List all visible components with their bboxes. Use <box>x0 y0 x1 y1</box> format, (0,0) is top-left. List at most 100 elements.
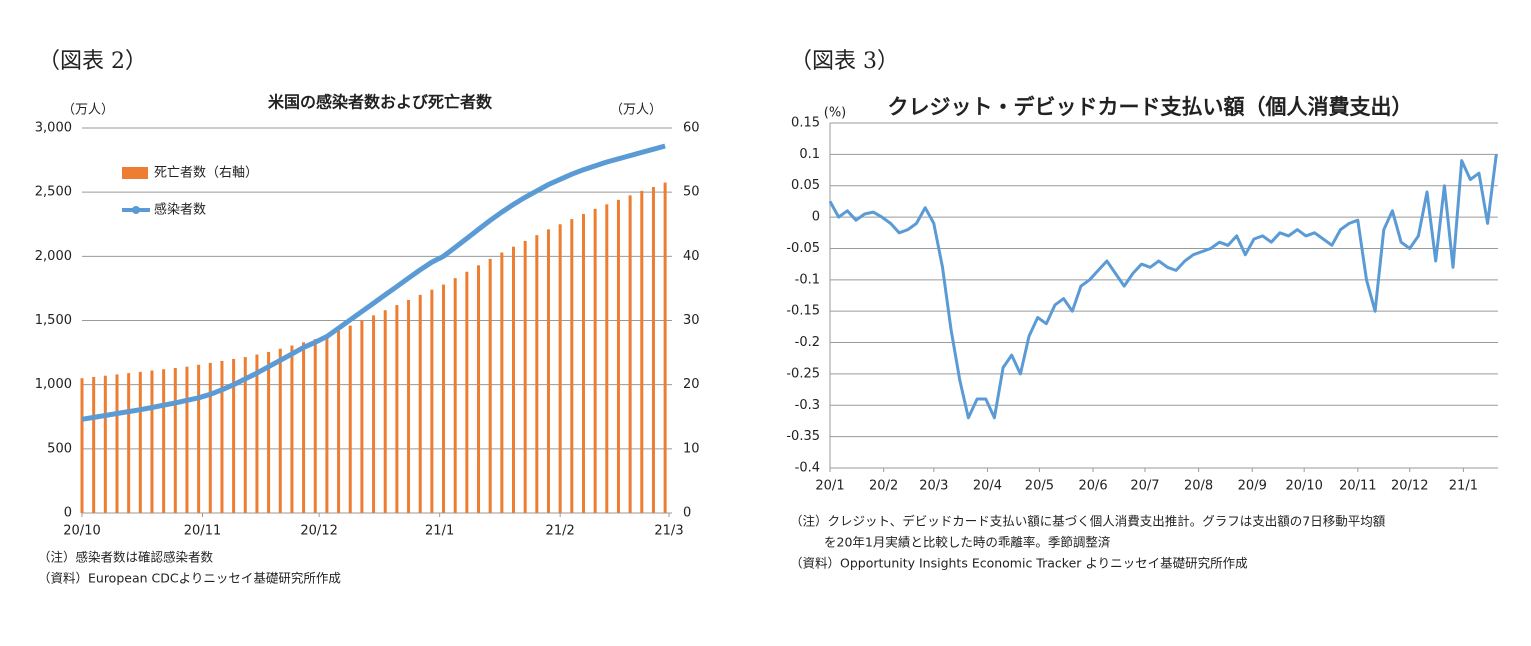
bar <box>197 364 201 513</box>
bar <box>325 335 329 513</box>
y-tick-label: -0.35 <box>786 429 820 444</box>
bar <box>92 376 96 513</box>
y-tick-label: -0.15 <box>786 304 820 319</box>
chart: （図表 2）米国の感染者数および死亡者数（万人） （万人）05001,0001,5… <box>35 49 700 586</box>
y-tick-label: -0.3 <box>795 398 820 413</box>
figure-label: （図表 3） <box>790 49 899 74</box>
bar <box>523 240 527 513</box>
bar <box>605 204 609 513</box>
bar <box>278 348 282 513</box>
line <box>81 143 666 422</box>
chart: （図表 3） クレジット・デビッドカード支払い額（個人消費支出） (%) 0.15 0.… <box>786 49 1498 571</box>
note: （資料）Opportunity Insights Economic Tracke… <box>790 556 1248 571</box>
note: （資料）European CDCよりニッセイ基礎研究所作成 <box>38 571 341 586</box>
y-tick-label: 500 <box>47 441 72 456</box>
bar <box>477 265 481 513</box>
legend-label: 感染者数 <box>154 202 206 218</box>
bar <box>220 360 224 513</box>
bar <box>593 208 597 513</box>
bar <box>383 310 387 513</box>
figure-label: （図表 2） <box>38 49 147 74</box>
bar <box>337 330 341 513</box>
bar <box>663 182 667 513</box>
x-tick-label: 21/1 <box>1449 479 1478 494</box>
x-tick-label: 20/6 <box>1078 479 1107 494</box>
note: を20年1月実績と比較した時の乖離率。季節調整済 <box>824 535 1111 550</box>
y2-axis-label: （万人） <box>610 103 662 118</box>
bar <box>80 378 84 513</box>
x-tick-label: 20/11 <box>184 524 221 539</box>
y-axis-label: (%) <box>824 106 847 121</box>
y2-tick-label: 20 <box>683 377 700 392</box>
bar <box>360 320 364 513</box>
y2-tick-label: 60 <box>683 121 700 136</box>
bar <box>535 235 539 514</box>
legend-marker <box>132 206 140 214</box>
bar <box>395 305 399 513</box>
bar <box>570 219 574 513</box>
bar <box>628 195 632 513</box>
x-tick-label: 20/2 <box>869 479 898 494</box>
x-tick-label: 21/1 <box>425 524 454 539</box>
note: （注）感染者数は確認感染者数 <box>38 550 214 565</box>
bar <box>488 258 492 513</box>
x-tick-label: 21/2 <box>546 524 575 539</box>
x-tick-label: 20/7 <box>1130 479 1159 494</box>
x-tick-label: 20/12 <box>1391 479 1428 494</box>
bar <box>127 373 131 513</box>
bar <box>115 374 119 513</box>
y-tick-label: -0.05 <box>786 241 820 256</box>
bar <box>138 371 142 513</box>
x-tick-label: 20/10 <box>1285 479 1322 494</box>
y-tick-label: -0.1 <box>795 272 820 287</box>
y-tick-label: 1,000 <box>35 377 72 392</box>
bar <box>232 359 236 513</box>
bar <box>302 342 306 513</box>
x-tick-label: 20/4 <box>973 479 1002 494</box>
y2-tick-label: 30 <box>683 313 700 328</box>
y-tick-label: 2,500 <box>35 185 72 200</box>
bar <box>465 271 469 513</box>
x-tick-label: 20/3 <box>919 479 948 494</box>
bar <box>558 224 562 513</box>
bar <box>348 325 352 513</box>
bar <box>150 370 154 513</box>
bar <box>162 369 166 513</box>
bar <box>616 199 620 513</box>
y-tick-label: 0.05 <box>791 178 820 193</box>
bar <box>407 299 411 513</box>
line <box>828 154 1498 420</box>
legend-swatch <box>122 167 148 179</box>
bar <box>173 367 177 513</box>
bar <box>243 357 247 513</box>
y-tick-label: 0.1 <box>799 147 820 162</box>
y-tick-label: 3,000 <box>35 121 72 136</box>
y-tick-label: -0.25 <box>786 366 820 381</box>
x-tick-label: 21/3 <box>654 524 683 539</box>
bar <box>453 278 457 513</box>
bar <box>442 284 446 513</box>
chart-title: 米国の感染者数および死亡者数 <box>268 93 493 112</box>
y-tick-label: 0 <box>812 210 820 225</box>
x-tick-label: 20/10 <box>63 524 100 539</box>
bar <box>185 366 189 513</box>
bar <box>651 187 655 514</box>
bar <box>255 354 259 513</box>
chart-title: クレジット・デビッドカード支払い額（個人消費支出） <box>888 95 1413 119</box>
bar <box>290 345 294 513</box>
y2-tick-label: 0 <box>683 506 691 521</box>
bar <box>512 246 516 514</box>
legend-label: 死亡者数（右軸） <box>154 166 258 181</box>
x-tick-label: 20/5 <box>1025 479 1054 494</box>
y-tick-label: 0 <box>64 506 72 521</box>
y-tick-label: 2,000 <box>35 249 72 264</box>
x-tick-label: 20/9 <box>1238 479 1267 494</box>
note: （注）クレジット、デビッドカード支払い額に基づく個人消費支出推計。グラフは支出額… <box>790 514 1386 529</box>
x-tick-label: 20/11 <box>1339 479 1376 494</box>
y-axis-label: （万人） <box>62 103 114 118</box>
bar <box>313 339 317 513</box>
bar <box>430 289 434 513</box>
bar <box>418 294 422 513</box>
y-tick-label: 0.15 <box>791 116 820 131</box>
